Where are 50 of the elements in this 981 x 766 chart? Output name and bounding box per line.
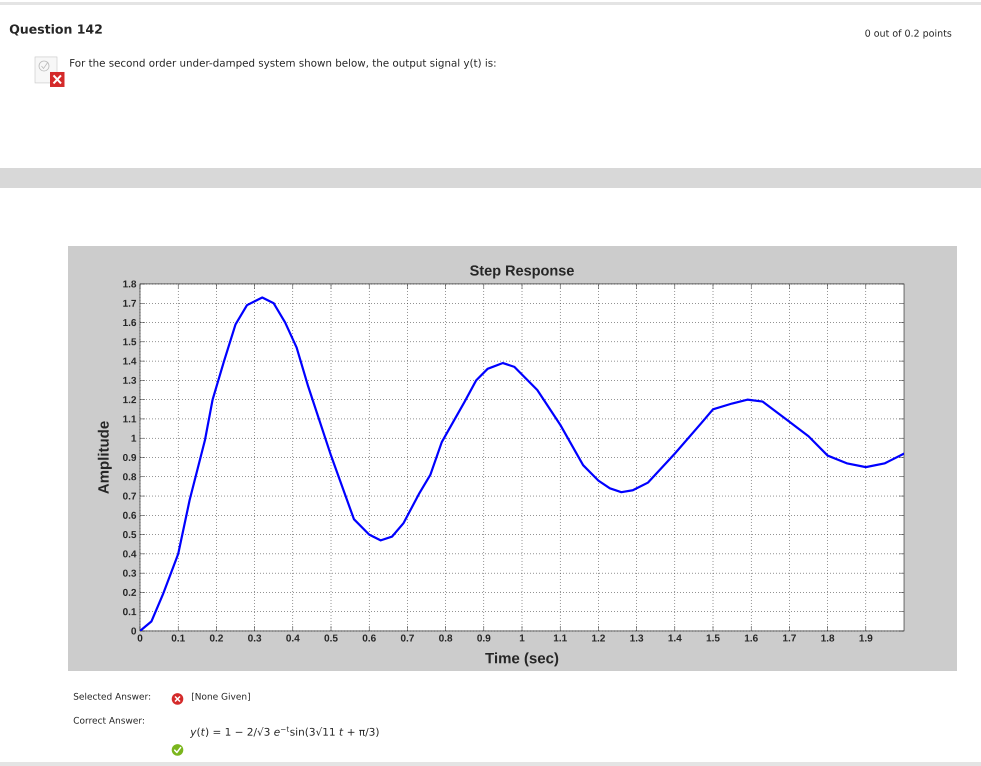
y-tick-label: 1.1: [123, 415, 136, 422]
y-tick-label: 1.2: [123, 396, 136, 404]
y-tick-label: 1: [132, 434, 136, 442]
x-tick-label: 0: [138, 634, 142, 642]
y-tick-label: 1.5: [123, 338, 136, 346]
y-tick-label: 0.8: [122, 473, 136, 480]
x-tick-label: 1.2: [592, 634, 605, 642]
y-tick-label: 0.7: [122, 492, 136, 500]
y-tick-label: 1.3: [123, 376, 136, 384]
x-tick-label: 1.4: [668, 634, 682, 642]
y-tick-label: 0.3: [122, 570, 136, 577]
y-tick-label: 0: [131, 627, 136, 635]
x-tick-label: 0.3: [248, 634, 262, 642]
x-tick-label: 0.2: [210, 634, 223, 642]
y-tick-label: 1.6: [123, 319, 136, 326]
x-tick-label: 1.6: [744, 634, 758, 642]
text: Question 142: [10, 24, 102, 36]
y-axis-title: Amplitude: [98, 421, 112, 494]
x-tick-label: 0.6: [362, 634, 376, 642]
text: y(t) = 1 − 2/√3 e$^{−t}$sin(3√11 t + π/3): [190, 726, 379, 738]
x-tick-label: 0.9: [477, 634, 490, 642]
x-tick-label: 0.4: [286, 634, 300, 642]
text: [None Given]: [192, 692, 250, 701]
x-tick-label: 0.7: [400, 634, 414, 642]
x-tick-label: 1.8: [821, 634, 834, 642]
chart-title: Step Response: [470, 265, 574, 278]
y-tick-label: 1.4: [123, 358, 136, 365]
y-tick-label: 0.4: [122, 550, 136, 558]
x-tick-label: 1.7: [783, 634, 796, 642]
x-tick-label: 1.5: [706, 634, 720, 642]
x-tick-label: 0.8: [439, 634, 452, 642]
y-tick-label: 0.9: [122, 454, 136, 462]
y-tick-label: 0.2: [122, 588, 136, 596]
x-tick-label: 0.5: [324, 634, 338, 642]
text: For the second order under-damped system shown below, the output signal y(t) is:: [70, 58, 496, 69]
y-tick-label: 1.7: [123, 300, 136, 307]
text: Selected Answer:: [74, 692, 150, 700]
y-tick-label: 0.6: [122, 512, 136, 519]
x-axis-title: Time (sec): [485, 652, 558, 666]
x-tick-label: 1.1: [554, 634, 567, 642]
y-tick-label: 0.1: [122, 608, 136, 616]
x-tick-label: 1: [520, 634, 525, 642]
y-tick-label: 0.5: [122, 531, 136, 538]
text: 0 out of 0.2 points: [865, 29, 952, 39]
x-tick-label: 1.9: [859, 634, 872, 642]
text: Correct Answer:: [74, 716, 144, 724]
line-series: [140, 296, 904, 631]
x-tick-label: 1.3: [630, 634, 644, 642]
y-tick-label: 1.8: [123, 280, 136, 288]
x-tick-label: 0.1: [172, 634, 185, 642]
